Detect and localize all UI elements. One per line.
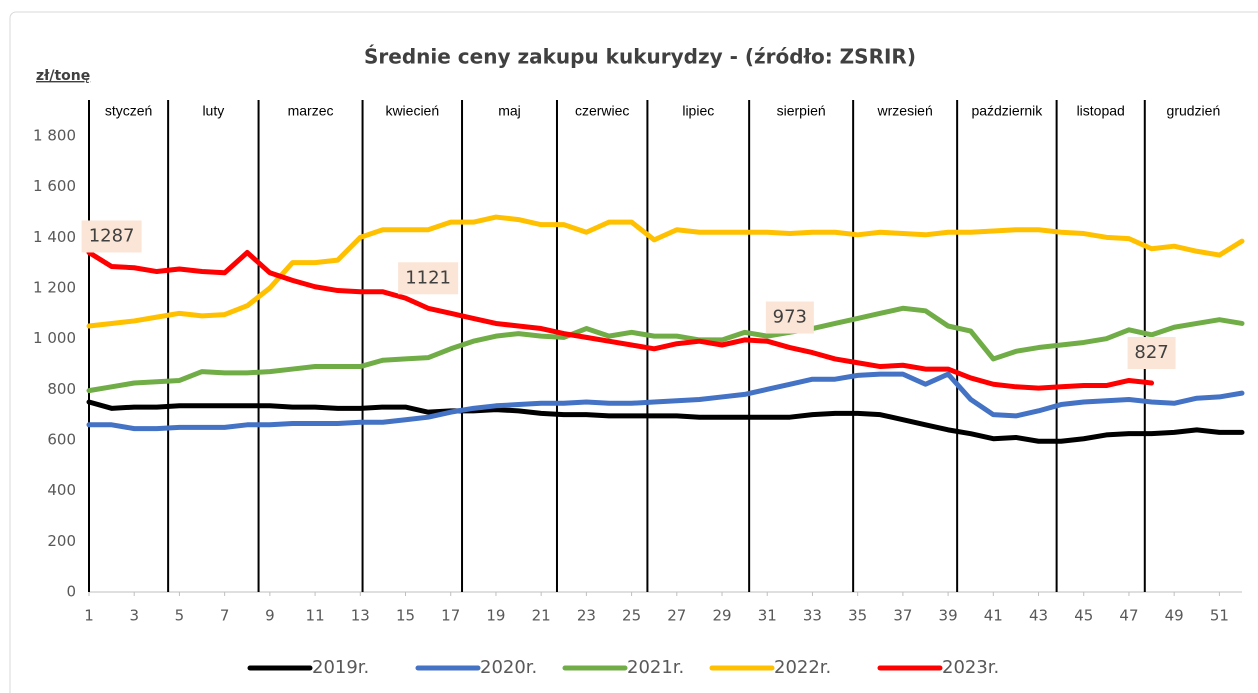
month-label: luty bbox=[202, 103, 224, 119]
annotation-box bbox=[1127, 337, 1176, 369]
legend-label: 2023r. bbox=[942, 657, 999, 678]
x-tick-label: 7 bbox=[220, 607, 230, 625]
legend-label: 2021r. bbox=[627, 657, 684, 678]
x-tick-label: 33 bbox=[803, 607, 822, 625]
month-label: wrzesień bbox=[877, 103, 933, 119]
month-label: listopad bbox=[1077, 103, 1125, 119]
annotation: 1287 bbox=[89, 225, 135, 246]
x-tick-label: 47 bbox=[1119, 607, 1138, 625]
x-tick-label: 1 bbox=[84, 607, 94, 625]
y-tick-label: 400 bbox=[47, 481, 76, 499]
x-tick-label: 37 bbox=[893, 607, 912, 625]
x-tick-label: 51 bbox=[1210, 607, 1229, 625]
x-tick-label: 21 bbox=[532, 607, 551, 625]
y-tick-label: 1 400 bbox=[33, 228, 76, 246]
legend-label: 2019r. bbox=[312, 657, 369, 678]
legend-label: 2020r. bbox=[480, 657, 537, 678]
month-label: kwiecień bbox=[385, 103, 439, 119]
y-axis-label: zł/tonę bbox=[36, 68, 90, 84]
annotation-box bbox=[81, 220, 142, 253]
y-tick-label: 1 800 bbox=[33, 127, 76, 145]
annotation-box bbox=[398, 262, 459, 295]
month-label: styczeń bbox=[105, 103, 152, 119]
x-tick-label: 39 bbox=[939, 607, 958, 625]
month-label: sierpień bbox=[777, 103, 826, 119]
y-tick-label: 1 600 bbox=[33, 177, 76, 195]
x-tick-label: 5 bbox=[175, 607, 185, 625]
x-tick-label: 41 bbox=[984, 607, 1003, 625]
x-tick-label: 11 bbox=[306, 607, 325, 625]
x-tick-label: 17 bbox=[441, 607, 460, 625]
x-tick-label: 19 bbox=[486, 607, 505, 625]
series-line bbox=[86, 371, 1245, 432]
series-line bbox=[86, 305, 1245, 394]
annotation: 973 bbox=[773, 307, 807, 328]
y-tick-label: 1 200 bbox=[33, 279, 76, 297]
x-tick-label: 15 bbox=[396, 607, 415, 625]
x-tick-label: 45 bbox=[1074, 607, 1093, 625]
chart-frame bbox=[9, 11, 1258, 693]
annotation-box bbox=[765, 301, 814, 334]
x-tick-label: 23 bbox=[577, 607, 596, 625]
annotation: 827 bbox=[1134, 342, 1168, 363]
y-tick-label: 200 bbox=[47, 532, 76, 550]
month-label: marzec bbox=[288, 103, 334, 119]
series-line bbox=[86, 250, 1155, 391]
month-label: październik bbox=[971, 103, 1043, 119]
chart-title: Średnie ceny zakupu kukurydzy - (źródło:… bbox=[364, 45, 916, 69]
x-tick-label: 35 bbox=[848, 607, 867, 625]
x-tick-label: 25 bbox=[622, 607, 641, 625]
y-tick-label: 800 bbox=[47, 380, 76, 398]
x-tick-label: 43 bbox=[1029, 607, 1048, 625]
month-label: lipiec bbox=[682, 103, 714, 119]
legend-label: 2022r. bbox=[774, 657, 831, 678]
x-tick-label: 27 bbox=[667, 607, 686, 625]
series-line bbox=[86, 399, 1245, 444]
month-label: grudzień bbox=[1167, 103, 1221, 119]
annotation: 1121 bbox=[405, 267, 451, 288]
x-tick-label: 49 bbox=[1165, 607, 1184, 625]
x-tick-label: 9 bbox=[265, 607, 275, 625]
month-label: maj bbox=[498, 103, 521, 119]
x-tick-label: 29 bbox=[712, 607, 731, 625]
y-tick-label: 1 000 bbox=[33, 329, 76, 347]
x-tick-label: 3 bbox=[129, 607, 139, 625]
x-tick-label: 13 bbox=[351, 607, 370, 625]
x-tick-label: 31 bbox=[758, 607, 777, 625]
month-label: czerwiec bbox=[575, 103, 629, 119]
y-tick-label: 600 bbox=[47, 431, 76, 449]
y-tick-label: 0 bbox=[66, 583, 76, 601]
